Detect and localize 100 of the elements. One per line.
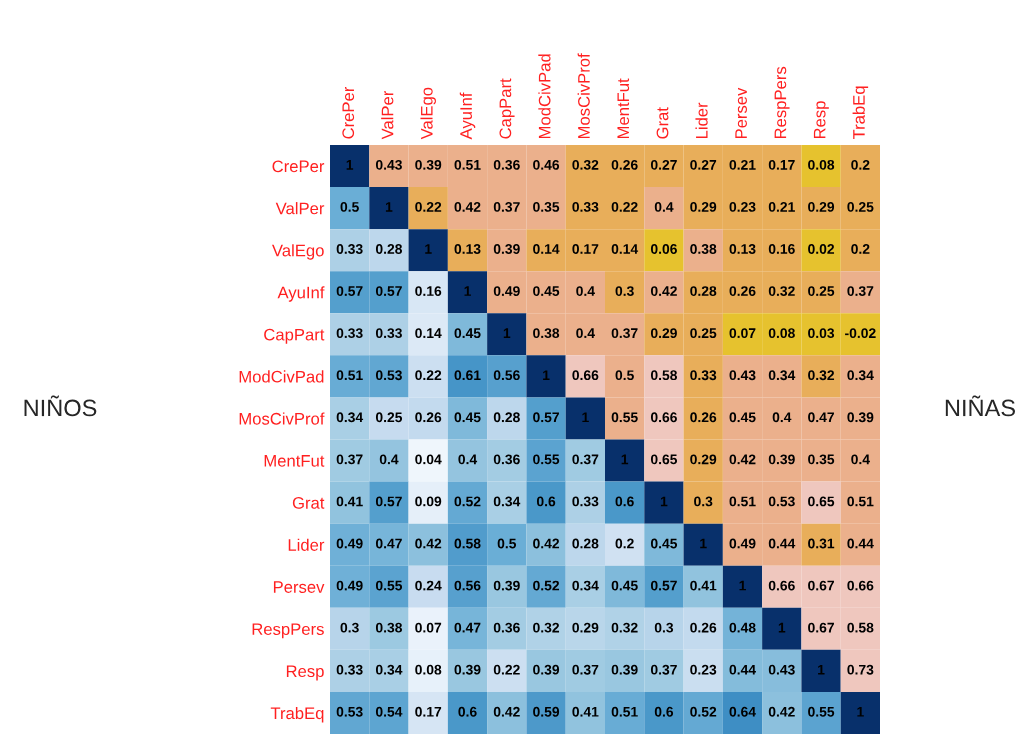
x-tick-label: Grat [656,107,669,139]
data-label: 0.43 [729,370,756,381]
y-tick-label: Resp [286,665,324,681]
data-label: 0.57 [375,496,402,507]
data-label: 0.41 [336,496,363,507]
data-label: 0.52 [690,706,717,717]
data-label: 0.25 [808,286,835,296]
x-tick-label: Persev [735,87,747,139]
data-label: 0.56 [493,370,520,381]
data-label: 0.37 [847,286,874,296]
x-tick-label: MosCivProf [577,53,590,139]
data-label: 0.39 [493,244,520,254]
x-tick-label: MentFut [617,78,630,139]
data-label: 0.33 [375,328,402,339]
data-label: 0.65 [808,496,835,507]
data-label: 0.32 [572,159,599,170]
data-label: 0.09 [415,496,442,507]
y-tick-label: ValPer [275,202,325,215]
data-label: 0.47 [808,412,834,423]
data-label: 0.66 [572,370,599,381]
data-label: 0.37 [572,664,599,675]
data-label: 1 [385,202,393,212]
data-label: 0.41 [572,706,599,717]
data-label: 0.45 [533,286,560,296]
data-label: 0.57 [650,580,677,591]
data-label: 0.3 [615,286,634,296]
data-label: 0.3 [654,622,674,633]
data-label: 0.45 [729,412,756,423]
data-label: 0.44 [768,538,796,549]
data-label: 0.45 [454,328,481,339]
data-label: 1 [818,664,825,675]
data-label: 0.43 [375,159,402,170]
data-label: 0.2 [615,538,634,549]
data-label: 0.36 [493,159,520,170]
data-label: 0.13 [454,244,481,254]
data-label: 0.06 [650,244,677,254]
data-label: 0.26 [415,412,442,423]
data-label: 0.2 [851,244,870,254]
data-label: 0.03 [808,328,835,339]
data-label: 1 [700,538,707,549]
data-label: 0.14 [533,244,560,254]
data-label: 0.67 [808,580,834,591]
data-label: 0.3 [340,622,359,633]
data-label: 0.29 [572,622,599,633]
data-label: 0.02 [808,244,835,254]
data-label: 0.52 [533,580,560,591]
data-label: 0.32 [611,622,638,633]
data-label: 0.53 [768,496,795,507]
data-label: 0.38 [533,328,560,339]
data-label: 0.27 [690,159,717,170]
data-label: 0.33 [336,244,363,254]
data-label: 0.21 [729,159,756,170]
data-label: 0.23 [729,202,756,212]
data-label: 0.35 [808,454,835,465]
data-label: 0.26 [690,622,717,633]
data-label: 0.39 [493,580,520,591]
data-label: 0.32 [768,286,795,296]
data-label: 0.53 [375,370,402,381]
data-label: 0.36 [493,454,520,465]
data-label: 0.28 [375,244,403,254]
data-label: 0.58 [650,370,678,381]
y-tick-label: Grat [292,497,325,509]
data-label: 0.4 [458,454,478,465]
data-label: 0.65 [650,454,678,465]
x-tick-label: AyuInf [459,92,476,140]
x-tick-label: ValPer [381,90,394,140]
data-label: 0.34 [336,412,364,423]
data-label: 0.55 [611,412,638,423]
data-label: 0.4 [772,412,792,423]
data-label: 0.45 [454,412,481,423]
data-label: 0.61 [454,370,481,381]
data-label: 0.45 [611,580,638,591]
data-label: 0.44 [847,538,874,549]
y-tick-label: MosCivProf [239,412,325,425]
data-label: 0.6 [458,706,477,717]
data-label: 0.43 [768,664,795,675]
x-tick-label: ModCivPad [538,54,551,139]
data-label: 0.67 [808,622,834,633]
data-label: 0.3 [694,496,713,507]
data-label: 0.49 [493,286,520,296]
y-tick-label: CrePer [272,160,325,173]
data-label: 1 [503,328,511,338]
data-label: 0.08 [768,328,795,339]
data-label: 0.17 [415,706,442,717]
x-tick-label: CapPart [499,78,515,139]
data-label: 0.33 [336,328,363,339]
data-label: 0.64 [729,706,756,717]
data-label: 0.66 [650,412,677,423]
data-label: 0.37 [572,454,599,465]
data-label: 0.66 [768,580,795,591]
data-label: 0.45 [650,538,678,549]
data-label: 0.42 [454,202,481,212]
data-label: 0.57 [533,412,559,423]
data-label: 0.34 [572,580,599,591]
data-label: 0.51 [454,159,481,170]
y-tick-label: Lider [288,538,325,551]
data-label: 0.27 [650,159,677,170]
data-label: 0.22 [493,664,520,675]
data-label: 0.59 [533,706,560,717]
data-label: 0.6 [615,496,634,507]
